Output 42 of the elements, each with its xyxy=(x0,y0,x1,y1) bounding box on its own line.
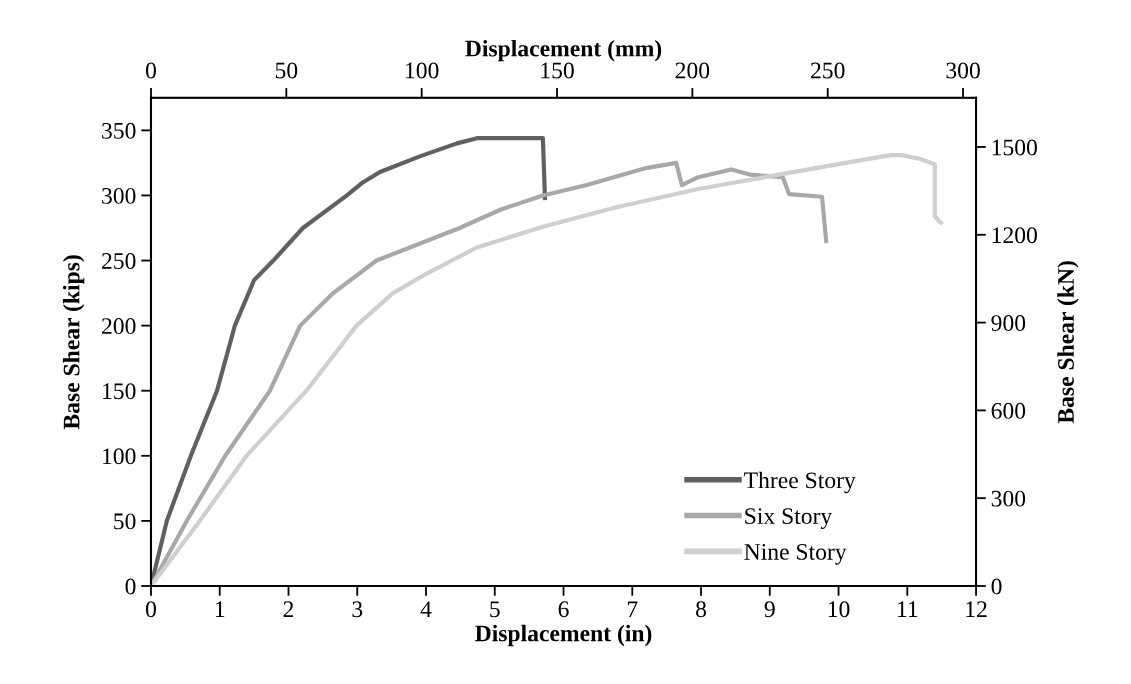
x-tick-label: 3 xyxy=(352,601,363,618)
y-tick-label: 300 xyxy=(102,187,136,204)
y2-tick-label: 900 xyxy=(991,315,1026,332)
y2-tick-label: 300 xyxy=(991,490,1026,507)
y-tick-label: 0 xyxy=(125,578,136,595)
legend-label: Nine Story xyxy=(744,544,847,565)
y-tick-label: 200 xyxy=(102,318,136,335)
x2-axis-title: Displacement (mm) xyxy=(465,39,662,62)
y-tick-label: 250 xyxy=(102,253,136,269)
x-tick-label: 10 xyxy=(828,601,850,618)
y-tick-label: 150 xyxy=(103,383,136,400)
x-tick-label: 9 xyxy=(764,601,775,618)
y-tick-label: 350 xyxy=(102,122,136,139)
x2-tick-label: 200 xyxy=(675,62,710,79)
x-tick-label: 0 xyxy=(145,601,156,618)
x-tick-label: 4 xyxy=(420,601,432,617)
x2-tick-label: 250 xyxy=(811,62,845,79)
x2-tick-label: 300 xyxy=(946,62,980,79)
x2-tick-label: 150 xyxy=(541,62,574,79)
x2-tick-label: 50 xyxy=(275,62,298,79)
x-tick-label: 12 xyxy=(966,601,987,617)
line-series xyxy=(150,153,944,586)
y2-tick-label: 600 xyxy=(991,402,1026,419)
y2-axis-title: Base Shear (kN) xyxy=(1057,261,1079,424)
y2-tick-label: 1200 xyxy=(992,227,1037,244)
x-tick-label: 7 xyxy=(627,601,638,617)
y2-tick-label: 0 xyxy=(991,578,1002,595)
x-axis-title: Displacement (in) xyxy=(475,624,652,647)
x-tick-label: 8 xyxy=(696,601,707,618)
legend-label: Six Story xyxy=(745,508,833,529)
y2-tick-label: 1500 xyxy=(992,139,1037,156)
y-tick-label: 100 xyxy=(103,448,136,465)
x-tick-label: 6 xyxy=(558,601,569,618)
x2-tick-label: 0 xyxy=(145,62,156,79)
x-tick-label: 1 xyxy=(215,601,225,617)
x2-tick-label: 100 xyxy=(406,62,439,79)
y-axis-title: Base Shear (kips) xyxy=(62,255,85,430)
x-tick-label: 11 xyxy=(898,601,918,617)
x-tick-label: 5 xyxy=(490,601,500,618)
x-tick-label: 2 xyxy=(283,601,294,617)
legend-label: Three Story xyxy=(744,471,856,494)
y-tick-label: 50 xyxy=(114,513,136,530)
